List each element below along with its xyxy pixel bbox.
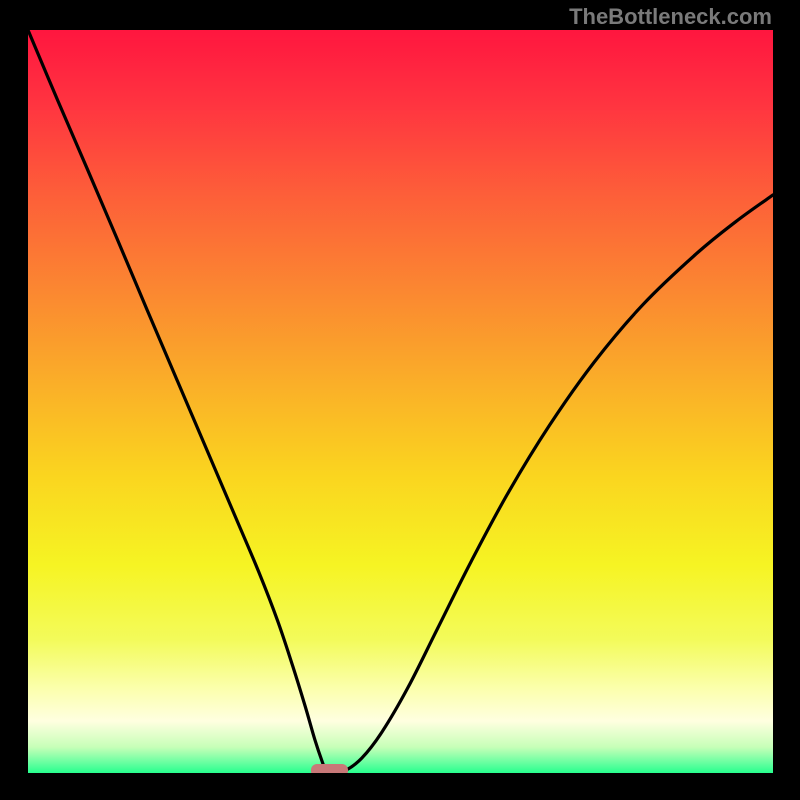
frame-left <box>0 0 28 800</box>
plot-area <box>28 30 773 773</box>
frame-bottom <box>0 773 800 800</box>
right-branch <box>330 195 773 773</box>
left-branch <box>28 30 330 773</box>
optimum-marker <box>311 764 348 773</box>
bottleneck-curves <box>28 30 773 773</box>
watermark-text: TheBottleneck.com <box>569 4 772 30</box>
frame-right <box>773 0 800 800</box>
